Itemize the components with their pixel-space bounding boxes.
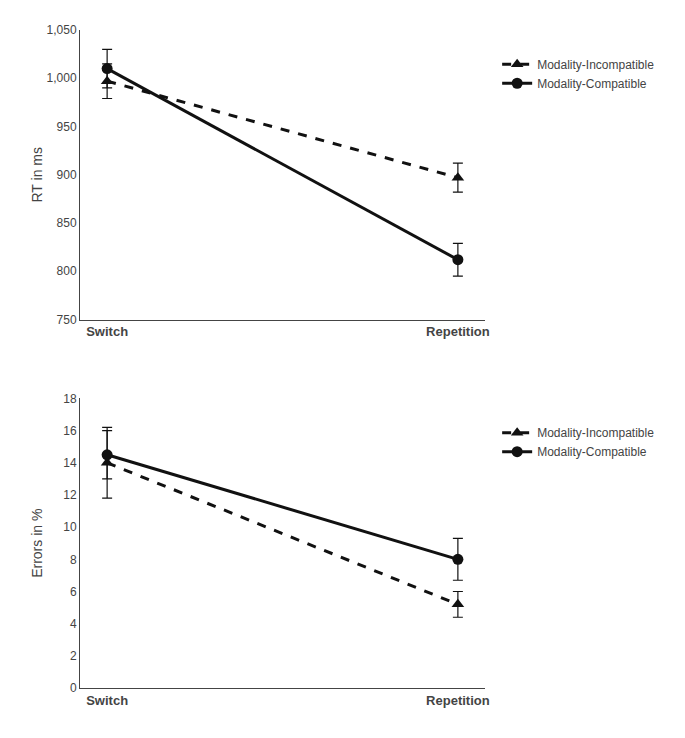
svg-text:Switch: Switch: [86, 693, 128, 708]
svg-text:Modality-Compatible: Modality-Compatible: [537, 77, 647, 91]
svg-text:950: 950: [57, 120, 77, 134]
svg-text:Repetition: Repetition: [426, 693, 490, 708]
svg-text:RT in ms: RT in ms: [29, 147, 45, 203]
svg-text:16: 16: [63, 424, 77, 438]
svg-text:1,000: 1,000: [47, 71, 77, 85]
svg-text:850: 850: [57, 216, 77, 230]
svg-text:750: 750: [57, 313, 77, 327]
svg-text:800: 800: [57, 264, 77, 278]
svg-text:Modality-Compatible: Modality-Compatible: [537, 445, 647, 459]
svg-text:Repetition: Repetition: [426, 324, 490, 339]
svg-text:2: 2: [70, 649, 77, 663]
svg-text:12: 12: [63, 488, 77, 502]
svg-text:4: 4: [70, 617, 77, 631]
svg-text:14: 14: [63, 456, 77, 470]
svg-text:1,050: 1,050: [47, 23, 77, 37]
svg-text:Modality-Incompatible: Modality-Incompatible: [537, 426, 654, 440]
svg-text:6: 6: [70, 585, 77, 599]
svg-text:18: 18: [63, 392, 77, 406]
svg-text:8: 8: [70, 553, 77, 567]
svg-text:0: 0: [70, 681, 77, 695]
svg-text:10: 10: [63, 520, 77, 534]
svg-text:900: 900: [57, 168, 77, 182]
svg-text:Errors in %: Errors in %: [29, 509, 45, 578]
svg-text:Modality-Incompatible: Modality-Incompatible: [537, 58, 654, 72]
svg-text:Switch: Switch: [86, 324, 128, 339]
